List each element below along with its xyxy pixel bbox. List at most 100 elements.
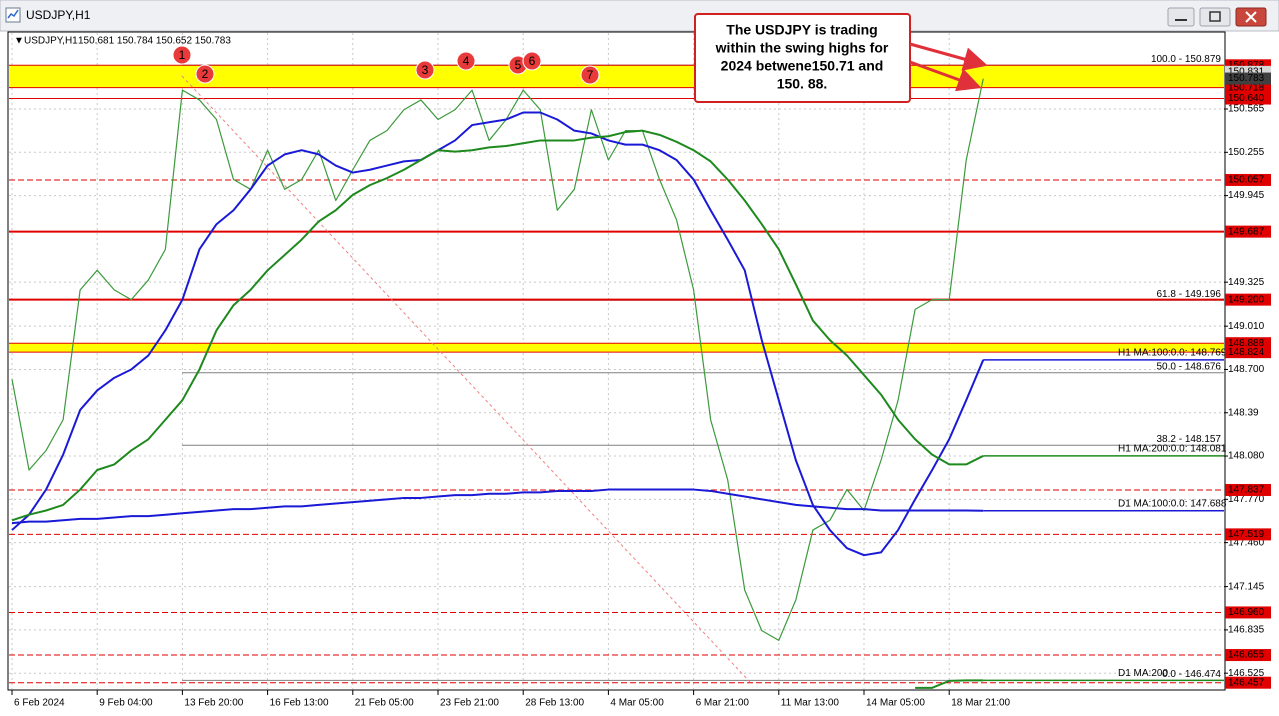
- level-tag-label: 150.057: [1228, 175, 1265, 186]
- callout-text: The USDJPY is trading within the swing hi…: [715, 22, 889, 92]
- x-tick-label: 6 Mar 21:00: [696, 698, 750, 709]
- level-tag: [1225, 92, 1271, 105]
- level-tag-label: 149.200: [1228, 294, 1265, 305]
- swing-marker-label: 7: [587, 68, 594, 82]
- series-layer: [11, 78, 1224, 689]
- minimize-button[interactable]: [1167, 7, 1195, 27]
- level-tag: [1225, 528, 1271, 541]
- ma-line: [11, 111, 985, 557]
- y-tick-label: 147.460: [1228, 537, 1265, 548]
- callout-arrow: [909, 42, 988, 71]
- highlight-band: [9, 343, 1224, 353]
- y-tick-label: 147.770: [1228, 494, 1265, 505]
- series-label: D1 MA:200: [1118, 668, 1168, 679]
- x-tick-label: 13 Feb 20:00: [184, 698, 243, 709]
- band-layer: [9, 65, 1224, 353]
- ma-line: [915, 679, 984, 689]
- marker-layer: 1 2 3 4 5 6 7: [172, 45, 600, 85]
- price-tag-label: 150.783: [1228, 73, 1265, 84]
- level-tag: [1225, 225, 1271, 238]
- series-label: H1 MA:200:0.0: 148.081: [1118, 444, 1227, 455]
- level-tag-label: 150.878: [1228, 60, 1265, 71]
- level-tag: [1225, 293, 1271, 306]
- level-tag-label: 149.687: [1228, 226, 1265, 237]
- callout-line: 2024 betwene150.71 and: [721, 58, 884, 74]
- x-tick-label: 6 Feb 2024: [14, 698, 65, 709]
- level-tag-label: 146.960: [1228, 607, 1265, 618]
- level-tag: [1225, 483, 1271, 496]
- level-tag: [1225, 173, 1271, 186]
- y-tick-label: 148.080: [1228, 451, 1265, 462]
- level-tag-label: 147.519: [1228, 529, 1265, 540]
- y-tick-label: 146.835: [1228, 625, 1265, 636]
- symbol-name: USDJPY,H1: [24, 36, 78, 47]
- callout-box: [694, 13, 911, 103]
- x-tick-label: 21 Feb 05:00: [355, 698, 414, 709]
- x-tick-label: 16 Feb 13:00: [270, 698, 329, 709]
- trend-line: [181, 75, 751, 683]
- y-tick-label: 149.325: [1228, 277, 1265, 288]
- fib-label: 0.0 - 146.474: [1162, 669, 1221, 680]
- x-tick-label: 23 Feb 21:00: [440, 698, 499, 709]
- swing-marker-label: 6: [529, 54, 536, 68]
- level-tag: [1225, 649, 1271, 662]
- plot-area: [7, 31, 1226, 691]
- y-tick-label: 149.945: [1228, 190, 1265, 201]
- ohlc-info: 150.681 150.784 150.652 150.783: [78, 36, 231, 47]
- fib-label: 100.0 - 150.879: [1151, 54, 1221, 65]
- x-tick-label: 28 Feb 13:00: [525, 698, 584, 709]
- maximize-button[interactable]: [1199, 7, 1231, 27]
- y-tick-label: 146.525: [1228, 668, 1265, 679]
- y-tick-label: 148.700: [1228, 364, 1265, 375]
- level-tag: [1225, 81, 1271, 94]
- fib-label: 50.0 - 148.676: [1157, 361, 1222, 372]
- window-title: USDJPY,H1: [26, 8, 91, 22]
- y-tick-label: 148.39: [1228, 407, 1259, 418]
- axis-layer: 150.565 150.255 149.945 149.325 149.010 148.7…: [11, 59, 1271, 709]
- level-tag: [1225, 346, 1271, 359]
- callout-arrow: [909, 60, 982, 92]
- swing-marker-label: 5: [515, 58, 522, 72]
- callout-line: within the swing highs for: [715, 40, 889, 56]
- fib-label: 61.8 - 149.196: [1157, 289, 1222, 300]
- callout-line: The USDJPY is trading: [726, 22, 877, 38]
- swing-marker: [522, 51, 542, 71]
- price-tag: [1225, 72, 1271, 85]
- x-tick-label: 14 Mar 05:00: [866, 698, 925, 709]
- fib-label: 38.2 - 148.157: [1157, 434, 1222, 445]
- level-tag-label: 150.718: [1228, 82, 1265, 93]
- title-bar: [0, 0, 1279, 32]
- y-tick-label: 149.010: [1228, 321, 1265, 332]
- swing-marker: [195, 64, 215, 84]
- x-tick-label: 18 Mar 21:00: [951, 698, 1010, 709]
- swing-marker: [415, 60, 435, 80]
- swing-marker-label: 1: [179, 48, 186, 62]
- x-tick-label: 11 Mar 13:00: [781, 698, 840, 709]
- highlight-band: [9, 65, 1224, 88]
- swing-marker-label: 4: [463, 54, 470, 68]
- swing-marker: [580, 65, 600, 85]
- close-icon: [1245, 11, 1257, 23]
- level-tag: [1225, 676, 1271, 689]
- swing-marker-label: 3: [422, 63, 429, 77]
- swing-marker: [172, 45, 192, 65]
- grid-layer: [9, 33, 1224, 689]
- level-tag-label: 148.888: [1228, 338, 1265, 349]
- level-tag-label: 146.655: [1228, 650, 1265, 661]
- window-icon-line: [7, 9, 19, 19]
- x-tick-label: 9 Feb 04:00: [99, 698, 153, 709]
- ask-tag-label: 150.831: [1228, 67, 1265, 78]
- y-tick-label: 150.255: [1228, 147, 1265, 158]
- series-label: D1 MA:100:0.0: 147.688: [1118, 498, 1227, 509]
- callout-line: 150. 88.: [777, 76, 828, 92]
- x-tick-label: 4 Mar 05:00: [610, 698, 664, 709]
- y-tick-label: 150.565: [1228, 104, 1265, 115]
- y-tick-label: 147.145: [1228, 581, 1265, 592]
- level-tag-label: 146.457: [1228, 677, 1265, 688]
- price-line: [11, 78, 984, 641]
- ma-line: [11, 129, 984, 522]
- swing-marker-label: 2: [202, 67, 209, 81]
- level-tag-label: 148.824: [1228, 347, 1265, 358]
